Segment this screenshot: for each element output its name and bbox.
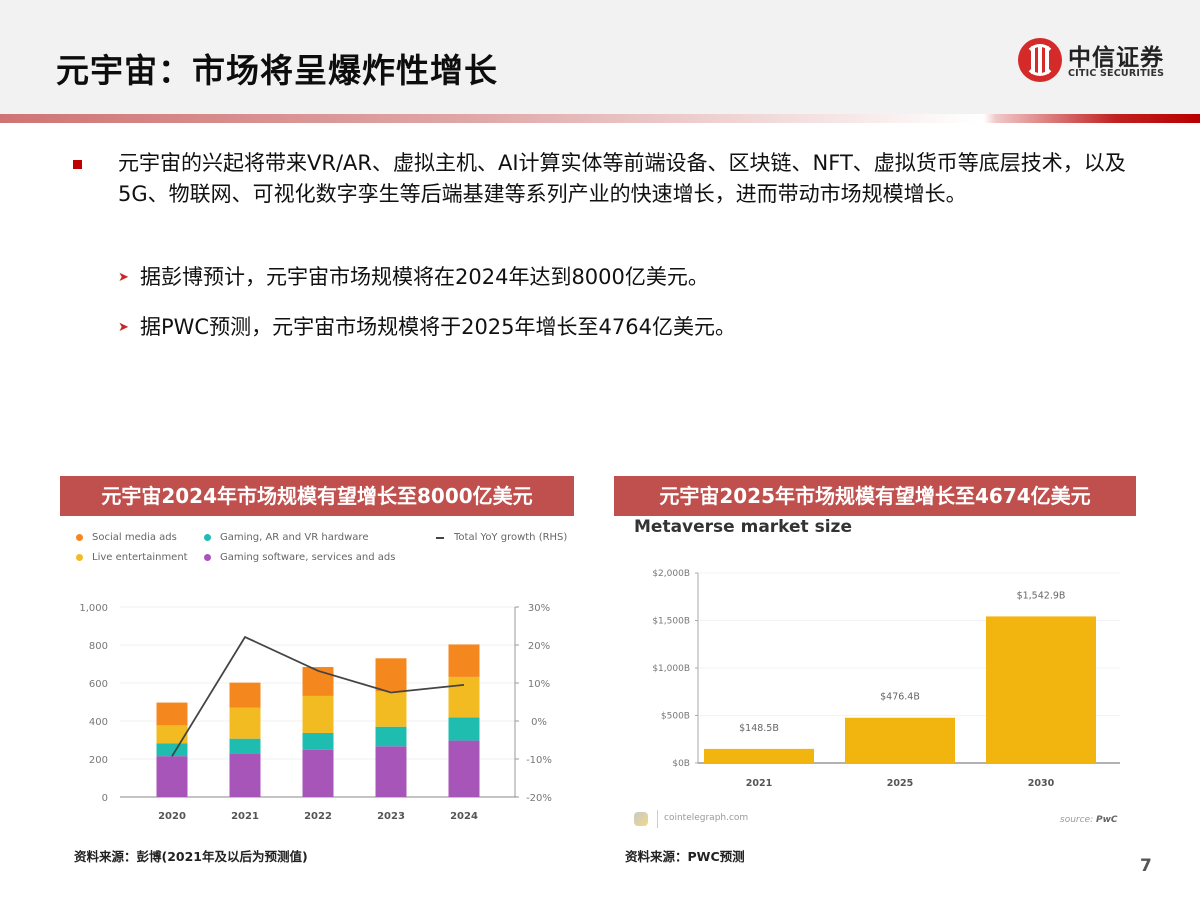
arrow-right-icon: ➤ xyxy=(118,320,129,335)
svg-text:2023: 2023 xyxy=(377,811,405,822)
svg-text:1,000: 1,000 xyxy=(79,603,108,614)
svg-text:2021: 2021 xyxy=(746,778,772,789)
svg-text:$1,000B: $1,000B xyxy=(652,664,690,674)
footer-source-text: source: PwC xyxy=(1060,815,1118,825)
bar-segment xyxy=(375,658,407,692)
cointelegraph-logo-icon xyxy=(634,812,648,826)
legend-label: Social media ads xyxy=(92,532,177,543)
bar-segment xyxy=(448,644,480,677)
left-stacked-bar-chart: 0 200 400 600 800 1,000 -20% -10% 0% 10% 20% 30% 202… xyxy=(70,595,570,835)
legend-label: Live entertainment xyxy=(92,552,188,563)
bar-segment xyxy=(302,732,334,750)
footer-separator xyxy=(657,810,658,828)
svg-text:0: 0 xyxy=(102,793,108,804)
right-chart-title: Metaverse market size xyxy=(634,517,852,537)
svg-text:$1,500B: $1,500B xyxy=(652,617,690,627)
logo-cn-text: 中信证券 xyxy=(1068,44,1164,71)
legend-label: Gaming software, services and ads xyxy=(220,552,396,563)
svg-text:$2,000B: $2,000B xyxy=(652,569,690,579)
logo-en-text: CITIC SECURITIES xyxy=(1068,68,1165,79)
bar-segment xyxy=(156,743,188,757)
sub-bullet-text: 据PWC预测，元宇宙市场规模将于2025年增长至4764亿美元。 xyxy=(140,315,736,339)
sub-bullet-2: ➤ 据PWC预测，元宇宙市场规模将于2025年增长至4764亿美元。 xyxy=(118,312,736,343)
yoy-growth-line xyxy=(171,635,465,757)
left-chart-svg: 0 200 400 600 800 1,000 -20% -10% 0% 10% 20% 30% 202… xyxy=(79,603,552,822)
svg-text:800: 800 xyxy=(89,641,108,652)
bar-segment xyxy=(375,691,407,727)
sub-bullet-text: 据彭博预计，元宇宙市场规模将在2024年达到8000亿美元。 xyxy=(140,265,709,289)
legend-dot-icon xyxy=(204,554,211,561)
bar-segment xyxy=(229,707,261,739)
sub-bullet-1: ➤ 据彭博预计，元宇宙市场规模将在2024年达到8000亿美元。 xyxy=(118,262,709,293)
svg-text:$1,542.9B: $1,542.9B xyxy=(1017,590,1066,601)
square-bullet-icon xyxy=(73,160,82,169)
bar xyxy=(845,717,955,763)
bar-segment xyxy=(229,738,261,754)
bar-segment xyxy=(302,749,334,797)
svg-text:$148.5B: $148.5B xyxy=(739,723,779,734)
legend-item: Gaming, AR and VR hardware xyxy=(204,532,368,543)
bar-segment xyxy=(229,753,261,797)
bar-segment xyxy=(448,717,480,741)
citic-logo-icon xyxy=(1018,38,1062,82)
legend-label: Total YoY growth (RHS) xyxy=(454,532,568,543)
arrow-right-icon: ➤ xyxy=(118,270,129,285)
svg-text:-20%: -20% xyxy=(526,793,552,804)
svg-text:$0B: $0B xyxy=(672,759,690,769)
svg-text:10%: 10% xyxy=(528,679,550,690)
svg-text:2020: 2020 xyxy=(158,811,186,822)
citic-logo: 中信证券 CITIC SECURITIES xyxy=(1018,38,1178,83)
right-source-note: 资料来源：PWC预测 xyxy=(625,849,745,864)
bar-segment xyxy=(375,746,407,797)
bar-segment xyxy=(448,740,480,797)
svg-text:30%: 30% xyxy=(528,603,550,614)
bar-segment xyxy=(448,676,480,718)
bar-segment xyxy=(375,726,407,747)
bar-segment xyxy=(156,756,188,797)
svg-text:2030: 2030 xyxy=(1028,778,1055,789)
main-bullet-text: 元宇宙的兴起将带来VR/AR、虚拟主机、AI计算实体等前端设备、区块链、NFT、… xyxy=(118,151,1126,206)
svg-text:0%: 0% xyxy=(531,717,547,728)
svg-text:600: 600 xyxy=(89,679,108,690)
right-bar-chart: $0B $500B $1,000B $1,500B $2,000B $148.5B 2021… xyxy=(620,560,1140,800)
bar-segment xyxy=(302,695,334,733)
bar xyxy=(704,748,814,763)
slide-header: 元宇宙：市场将呈爆炸性增长 中信证券 CITIC SECURITIES xyxy=(0,0,1200,115)
legend-item: Live entertainment xyxy=(76,552,188,563)
svg-text:2025: 2025 xyxy=(887,778,913,789)
legend-dot-icon xyxy=(76,534,83,541)
legend-dot-icon xyxy=(76,554,83,561)
bar-segment xyxy=(156,702,188,726)
svg-text:2021: 2021 xyxy=(231,811,259,822)
footer-site-text: cointelegraph.com xyxy=(664,813,749,823)
left-chart-banner: 元宇宙2024年市场规模有望增长至8000亿美元 xyxy=(60,476,574,516)
header-divider-band xyxy=(0,114,1200,123)
svg-text:200: 200 xyxy=(89,755,108,766)
svg-text:2022: 2022 xyxy=(304,811,332,822)
left-source-note: 资料来源：彭博(2021年及以后为预测值) xyxy=(74,849,308,864)
svg-text:$500B: $500B xyxy=(661,712,690,722)
bar-segment xyxy=(302,667,334,696)
bar xyxy=(986,616,1096,763)
legend-line-icon xyxy=(436,536,444,539)
legend-item: Gaming software, services and ads xyxy=(204,552,395,563)
page-number: 7 xyxy=(1140,856,1152,876)
svg-text:400: 400 xyxy=(89,717,108,728)
legend-dot-icon xyxy=(204,534,211,541)
legend-label: Gaming, AR and VR hardware xyxy=(220,532,369,543)
left-chart-legend: Social media ads Gaming, AR and VR hardw… xyxy=(76,532,576,572)
svg-text:$476.4B: $476.4B xyxy=(880,692,920,703)
right-chart-svg: $0B $500B $1,000B $1,500B $2,000B $148.5B 2021… xyxy=(652,569,1120,789)
legend-item: Social media ads xyxy=(76,532,177,543)
bar-segment xyxy=(229,682,261,708)
svg-text:2024: 2024 xyxy=(450,811,478,822)
legend-item: Total YoY growth (RHS) xyxy=(436,532,567,543)
svg-text:20%: 20% xyxy=(528,641,550,652)
bar-segment xyxy=(156,725,188,744)
svg-text:-10%: -10% xyxy=(526,755,552,766)
right-chart-banner: 元宇宙2025年市场规模有望增长至4674亿美元 xyxy=(614,476,1136,516)
page-title: 元宇宙：市场将呈爆炸性增长 xyxy=(56,51,498,90)
